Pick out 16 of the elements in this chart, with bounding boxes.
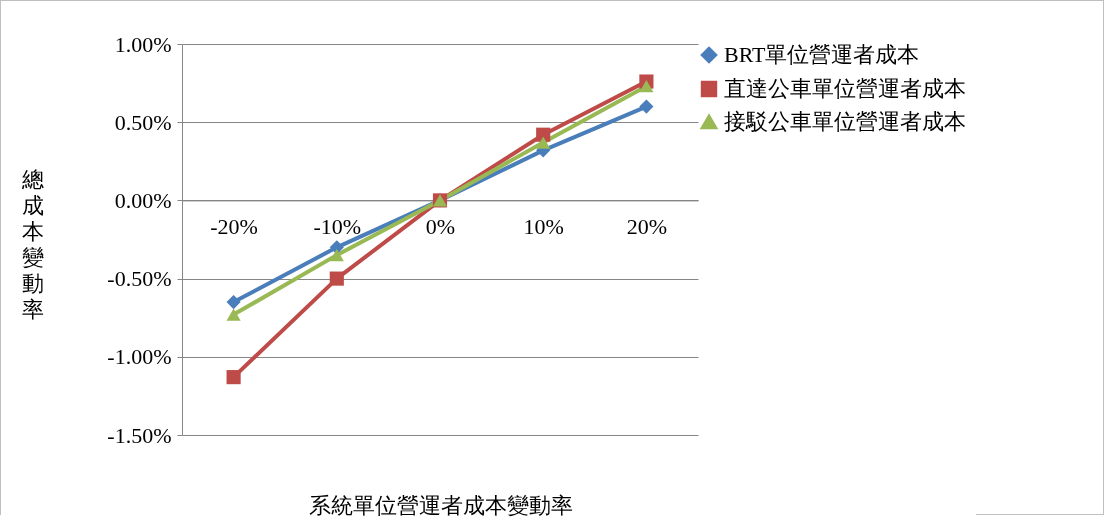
y-tick-label: 1.00%: [114, 31, 172, 57]
legend-label: 直達公車單位營運者成本: [724, 76, 966, 101]
legend-label: 接駁公車單位營運者成本: [724, 109, 966, 134]
y-tick-label: -0.50%: [107, 266, 172, 292]
x-tick-label: -20%: [210, 213, 258, 239]
x-tick-label: 10%: [523, 213, 564, 239]
x-tick-label: 20%: [626, 213, 668, 239]
legend-label: BRT單位營運者成本: [724, 42, 920, 67]
y-tick-label: 0.00%: [114, 187, 172, 213]
x-tick-label: -10%: [313, 213, 362, 239]
y-tick-label: -1.50%: [107, 422, 172, 448]
y-tick-label: -1.00%: [107, 344, 172, 370]
y-axis-title: 總成本變動率: [20, 167, 44, 322]
x-axis-title: 系統單位營運者成本變動率: [308, 492, 573, 518]
y-tick-label: 0.50%: [114, 109, 172, 135]
x-tick-label: 0%: [425, 213, 456, 239]
